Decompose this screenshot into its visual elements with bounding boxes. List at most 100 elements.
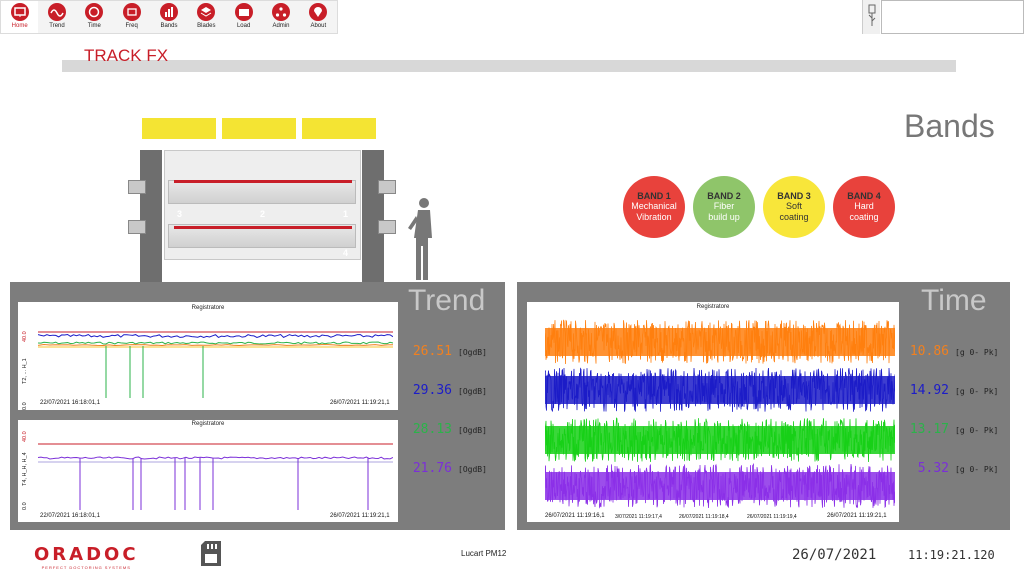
title-underline-bar: [62, 60, 956, 72]
right-bracket-upper: [378, 180, 396, 194]
main-toolbar: Home Trend Time Freq Bands Blades Load Admin Abo…: [0, 0, 338, 34]
upper-roll: [168, 180, 356, 204]
channel-2-readout: 29.36 [OgdB]: [390, 383, 487, 398]
wave-icon: [47, 3, 66, 21]
trend-1-plot: [38, 331, 393, 398]
toolbar-label: Blades: [197, 23, 216, 29]
sensor-badge-3[interactable]: 3: [176, 209, 182, 219]
toolbar-home-button[interactable]: Home: [1, 1, 39, 33]
current-time: 11:19:21.120: [908, 548, 995, 562]
channel-3-readout: 28.13 [OgdB]: [390, 422, 487, 437]
bands-title: Bands: [904, 108, 995, 144]
time-tick-4: 26/07/2021 11:19:21,1: [827, 513, 887, 519]
operator-silhouette-icon: [408, 198, 432, 280]
sd-card-icon[interactable]: [201, 541, 221, 566]
time-title: Time: [921, 284, 987, 317]
bar-chart-icon: [159, 3, 178, 21]
end-date-label: 26/07/2021 11:19:21,1: [330, 400, 390, 406]
band-desc-2: build up: [708, 212, 740, 222]
sensor-badge-2[interactable]: 2: [259, 209, 265, 219]
channel-value: 21.76: [412, 461, 452, 476]
channel-unit: [OgdB]: [458, 465, 487, 474]
channel-1-readout: 10.86 [g 0- Pk]: [887, 344, 999, 359]
band-desc-1: Fiber: [713, 201, 735, 211]
top-right-field[interactable]: [881, 0, 1024, 34]
toolbar-label: Bands: [160, 23, 178, 29]
page-title: TRACK FX: [84, 46, 169, 65]
band-desc-1: Mechanical: [631, 201, 677, 211]
toolbar-label: Trend: [49, 23, 65, 29]
channel-value: 14.92: [909, 383, 949, 398]
channel-unit: [g 0- Pk]: [955, 465, 999, 474]
lower-blade-line: [174, 226, 352, 229]
band-3-indicator[interactable]: BAND 3 Soft coating: [763, 176, 825, 238]
right-pillar: [362, 150, 384, 282]
chart-name: Registratore: [191, 421, 225, 427]
upper-blade-line: [174, 180, 352, 183]
left-pillar: [140, 150, 162, 282]
toolbar-bands-button[interactable]: Bands: [150, 1, 187, 33]
toolbar-freq-button[interactable]: Freq: [113, 1, 150, 33]
signal-band: [545, 426, 895, 454]
zone-indicator-2: [222, 118, 296, 139]
band-2-indicator[interactable]: BAND 2 Fiber build up: [693, 176, 755, 238]
time-panel: Time Registratore 26/07/2021 11:19:16,1 …: [517, 282, 1010, 530]
toolbar-blades-button[interactable]: Blades: [188, 1, 225, 33]
machine-name: Lucart PM12: [461, 549, 507, 558]
band-4-indicator[interactable]: BAND 4 Hard coating: [833, 176, 895, 238]
channel-value: 28.13: [412, 422, 452, 437]
y-min-label: 0.0: [22, 402, 28, 410]
toolbar-about-button[interactable]: About: [300, 1, 337, 33]
channel-unit: [g 0- Pk]: [955, 426, 999, 435]
toolbar-time-button[interactable]: Time: [76, 1, 113, 33]
signal-band: [545, 472, 895, 500]
start-date-label: 22/07/2021 16:18:01,1: [40, 513, 101, 519]
time-chart[interactable]: Registratore 26/07/2021 11:19:16,1 3/07/…: [527, 302, 899, 522]
start-date-label: 22/07/2021 16:18:01,1: [40, 400, 101, 406]
trend-chart-1[interactable]: Registratore 40.0 0.0 T2, ... H_1 22/07/…: [18, 302, 398, 410]
channel-unit: [g 0- Pk]: [955, 348, 999, 357]
y-max-label: 40.0: [22, 331, 28, 342]
left-bracket-lower: [128, 220, 146, 234]
monitor-icon: [10, 3, 29, 21]
right-bracket-lower: [378, 220, 396, 234]
band-desc-1: Soft: [785, 201, 802, 211]
trace-line: [38, 456, 393, 460]
sensor-badge-4[interactable]: 4: [342, 248, 348, 258]
sensor-badge-1[interactable]: 1: [342, 209, 348, 219]
band-name: BAND 1: [637, 191, 671, 201]
channel-3-readout: 13.17 [g 0- Pk]: [887, 422, 999, 437]
toolbar-admin-button[interactable]: Admin: [262, 1, 299, 33]
trend-chart-2[interactable]: Registratore 40.0 0.0 T4, H_H, H_4 22/07…: [18, 420, 398, 522]
channel-value: 10.86: [909, 344, 949, 359]
channel-1-readout: 26.51 [OgdB]: [390, 344, 487, 359]
zone-indicator-3: [302, 118, 376, 139]
channel-4-readout: 5.32 [g 0- Pk]: [887, 461, 999, 476]
channel-value: 13.17: [909, 422, 949, 437]
trace-line: [38, 344, 393, 346]
toolbar-load-button[interactable]: Load: [225, 1, 262, 33]
folder-icon: [234, 3, 253, 21]
layers-icon: [197, 3, 216, 21]
trend-2-plot: [38, 443, 393, 510]
usb-indicator-icon: [862, 0, 880, 34]
time-tick-1: 3/07/2021 11:19:17,4: [615, 514, 662, 520]
toolbar-trend-button[interactable]: Trend: [38, 1, 75, 33]
trend-title: Trend: [408, 284, 486, 317]
logo-wordmark: ORADOC: [34, 544, 139, 565]
location-icon: [309, 3, 328, 21]
network-icon: [271, 3, 290, 21]
chart-name: Registratore: [191, 305, 225, 311]
signal-band: [545, 376, 895, 404]
channel-value: 5.32: [917, 461, 949, 476]
toolbar-label: About: [310, 23, 327, 29]
channel-unit: [OgdB]: [458, 426, 487, 435]
trace-line: [38, 333, 393, 339]
logo-tagline: PERFECT DOCTORING SYSTEMS: [41, 565, 131, 570]
band-1-indicator[interactable]: BAND 1 Mechanical Vibration: [623, 176, 685, 238]
toolbar-label: Time: [87, 23, 101, 29]
cart-icon: [122, 3, 141, 21]
toolbar-label: Home: [11, 23, 28, 29]
toolbar-label: Load: [236, 23, 251, 29]
band-name: BAND 4: [847, 191, 881, 201]
